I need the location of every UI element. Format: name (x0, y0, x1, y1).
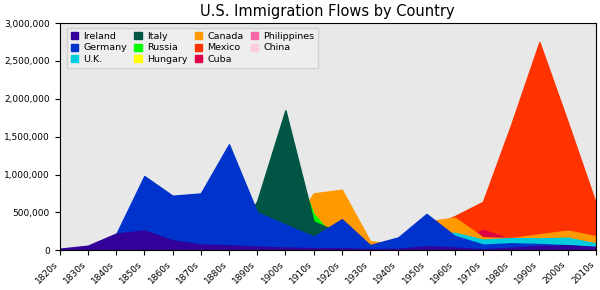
Title: U.S. Immigration Flows by Country: U.S. Immigration Flows by Country (200, 4, 455, 19)
Legend: Ireland, Germany, U.K., Italy, Russia, Hungary, Canada, Mexico, Cuba, Philippine: Ireland, Germany, U.K., Italy, Russia, H… (67, 28, 318, 68)
